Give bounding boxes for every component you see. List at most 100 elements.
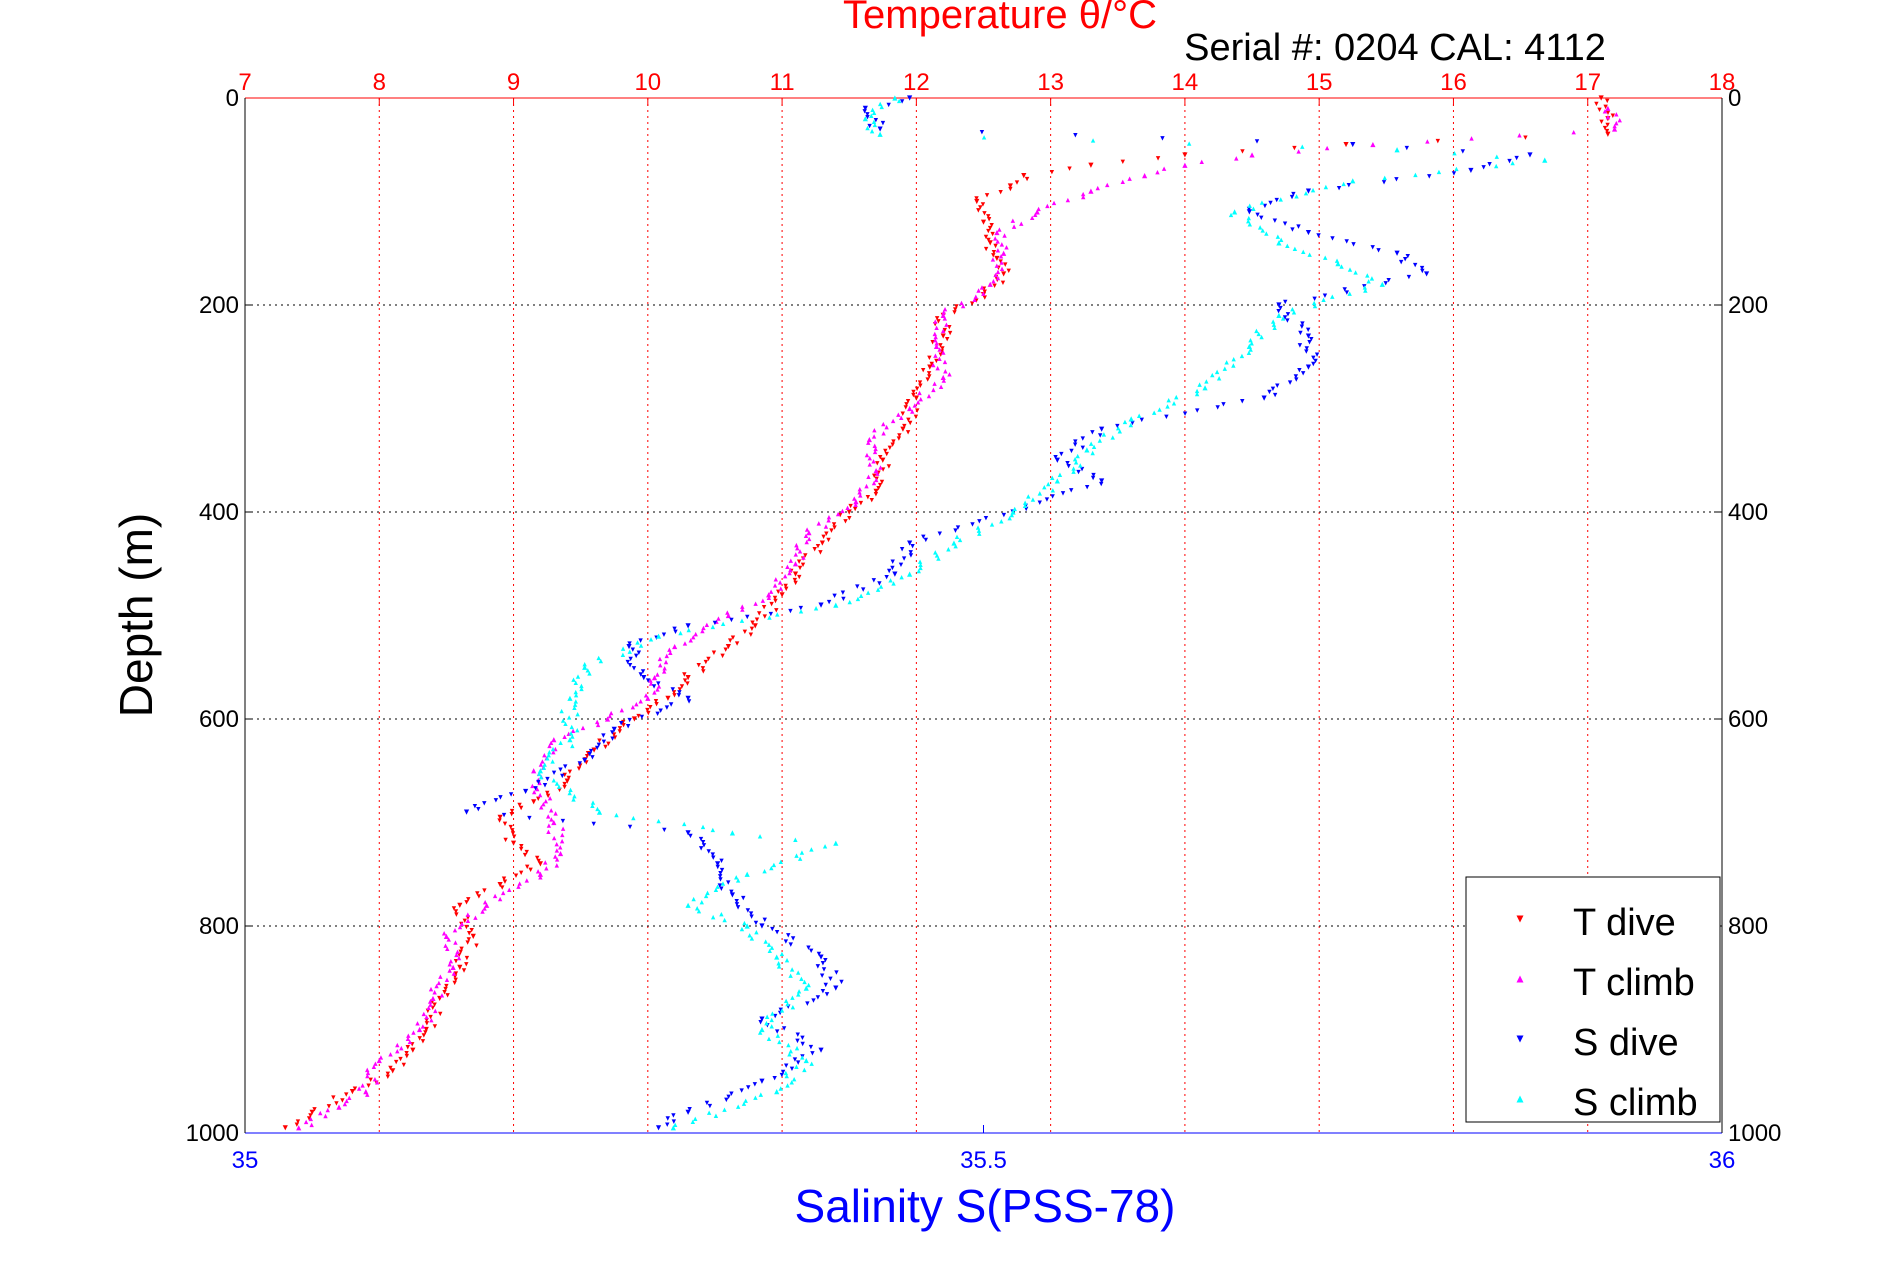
interpolated-point: [816, 951, 822, 957]
interpolated-point: [944, 336, 950, 342]
interpolated-point: [1091, 444, 1097, 449]
temperature-tick-labels: 7 8 9 10 11 12 13 14 15 16 17 18: [238, 69, 1735, 96]
interpolated-point: [344, 1098, 349, 1104]
interpolated-point: [570, 728, 576, 734]
interpolated-point: [572, 794, 577, 799]
interpolated-point: [884, 451, 889, 457]
temperature-tick-label: 16: [1440, 69, 1467, 96]
x-axis-label: Salinity S(PSS-78): [795, 1180, 1176, 1232]
interpolated-point: [711, 855, 716, 860]
data-point: [349, 1089, 356, 1095]
interpolated-point: [886, 568, 892, 574]
interpolated-point: [698, 836, 704, 842]
data-point: [987, 240, 993, 246]
interpolated-point: [984, 193, 990, 198]
interpolated-point: [706, 849, 711, 854]
data-point: [564, 778, 570, 784]
interpolated-point: [524, 878, 530, 883]
interpolated-point: [693, 1116, 698, 1121]
interpolated-point: [823, 524, 829, 529]
data-point: [1276, 240, 1282, 246]
legend-marker: [1516, 1095, 1524, 1103]
interpolated-point: [1262, 203, 1268, 209]
interpolated-point: [1314, 352, 1320, 357]
interpolated-point: [1078, 463, 1083, 468]
interpolated-point: [799, 850, 805, 855]
interpolated-point: [665, 1122, 670, 1127]
data-point: [803, 985, 809, 991]
data-point: [1542, 157, 1548, 163]
interpolated-point: [855, 584, 860, 589]
interpolated-point: [902, 423, 907, 429]
interpolated-point: [462, 918, 467, 924]
interpolated-point: [677, 690, 682, 695]
interpolated-point: [1282, 315, 1288, 320]
temperature-tick-label: 17: [1574, 69, 1601, 96]
interpolated-point: [1166, 398, 1171, 403]
interpolated-point: [1510, 160, 1515, 166]
interpolated-point: [1115, 425, 1121, 431]
legend-label: S climb: [1573, 1082, 1698, 1124]
interpolated-point: [784, 1073, 789, 1079]
interpolated-point: [503, 837, 508, 843]
data-point: [980, 219, 987, 225]
interpolated-point: [1272, 325, 1277, 330]
interpolated-point: [918, 562, 923, 567]
interpolated-point: [596, 742, 602, 748]
interpolated-point: [538, 875, 543, 880]
interpolated-point: [910, 409, 915, 414]
interpolated-point: [1264, 231, 1269, 236]
data-point: [523, 788, 529, 795]
data-point: [774, 954, 780, 960]
data-point: [907, 571, 913, 577]
temperature-tick-label: 15: [1306, 69, 1333, 96]
interpolated-point: [587, 671, 592, 676]
interpolated-point: [554, 781, 560, 786]
interpolated-point: [558, 767, 563, 772]
interpolated-point: [901, 556, 907, 561]
interpolated-point: [881, 421, 886, 427]
data-point: [1343, 141, 1349, 148]
interpolated-point: [570, 734, 575, 739]
interpolated-point: [934, 325, 939, 330]
interpolated-point: [762, 868, 767, 874]
interpolated-point: [340, 1098, 345, 1103]
interpolated-point: [517, 881, 522, 886]
interpolated-point: [911, 389, 916, 395]
interpolated-point: [791, 1076, 797, 1082]
interpolated-point: [993, 272, 998, 278]
interpolated-point: [994, 263, 1000, 268]
interpolated-point: [875, 461, 880, 466]
interpolated-point: [509, 812, 514, 817]
interpolated-point: [1523, 135, 1528, 140]
interpolated-point: [743, 1098, 748, 1103]
interpolated-point: [617, 729, 622, 734]
interpolated-point: [518, 805, 524, 811]
interpolated-point: [467, 931, 472, 936]
interpolated-point: [551, 778, 556, 783]
interpolated-point: [774, 1029, 780, 1034]
interpolated-point: [549, 817, 554, 822]
interpolated-point: [1090, 475, 1096, 481]
interpolated-point: [1076, 469, 1081, 475]
interpolated-point: [472, 804, 478, 809]
interpolated-point: [696, 662, 701, 668]
interpolated-point: [665, 1116, 670, 1121]
interpolated-point: [1214, 369, 1220, 375]
interpolated-point: [734, 875, 739, 880]
interpolated-point: [918, 383, 923, 388]
interpolated-point: [745, 614, 750, 620]
interpolated-point: [635, 640, 640, 645]
interpolated-point: [789, 1080, 794, 1085]
interpolated-point: [536, 779, 541, 785]
data-point: [1261, 395, 1267, 401]
interpolated-point: [690, 1119, 696, 1124]
interpolated-point: [991, 253, 996, 258]
interpolated-point: [469, 927, 474, 933]
interpolated-point: [790, 1005, 796, 1010]
interpolated-point: [572, 705, 577, 711]
interpolated-point: [734, 902, 740, 907]
interpolated-point: [904, 402, 909, 407]
data-point: [940, 333, 946, 339]
interpolated-point: [785, 1083, 790, 1088]
